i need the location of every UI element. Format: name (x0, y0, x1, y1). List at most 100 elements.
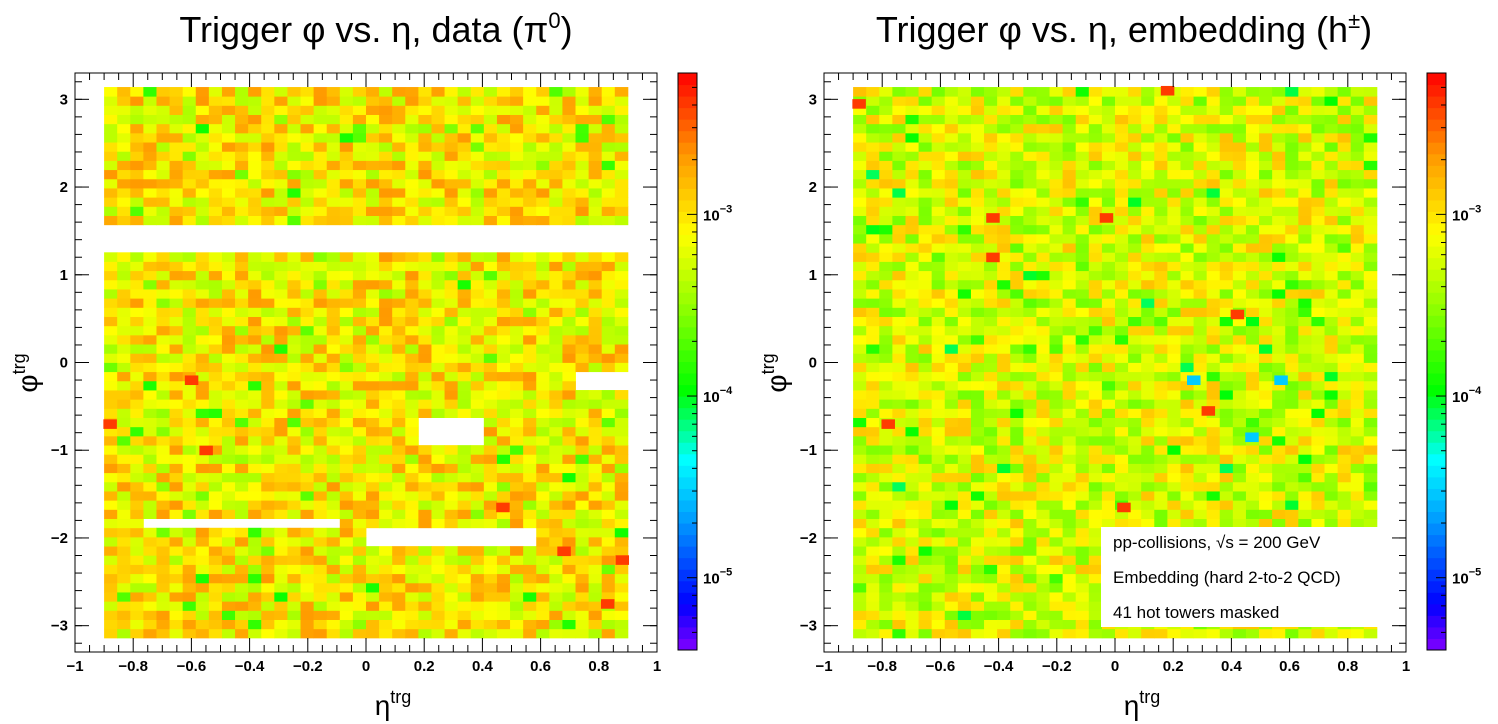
heatmap-cell (339, 344, 354, 354)
heatmap-cell (483, 261, 498, 272)
heatmap-cell (614, 344, 629, 354)
heatmap-cell (997, 380, 1011, 391)
heatmap-cell (208, 463, 223, 474)
heatmap-cell (588, 279, 603, 290)
heatmap-cell (392, 582, 406, 593)
heatmap-cell (1010, 279, 1024, 290)
heatmap-cell (117, 380, 131, 391)
heatmap-cell (313, 509, 328, 519)
heatmap-cell (143, 270, 157, 281)
heatmap-cell (879, 628, 893, 639)
heatmap-cell (1245, 188, 1260, 198)
heatmap-cell (1285, 371, 1299, 382)
heatmap-cell (208, 527, 223, 538)
heatmap-cell (366, 344, 380, 354)
heatmap-cell (300, 261, 315, 272)
heatmap-cell (274, 160, 288, 171)
heatmap-cell (496, 270, 511, 281)
heatmap-cell (1193, 197, 1208, 207)
heatmap-cell (879, 197, 893, 207)
heatmap-cell (1023, 509, 1037, 519)
heatmap-cell (944, 178, 959, 189)
heatmap-cell (1010, 243, 1024, 253)
heatmap-cell (457, 601, 472, 611)
heatmap-cell (405, 178, 419, 189)
heatmap-cell (1167, 261, 1181, 272)
heatmap-cell (536, 500, 550, 510)
heatmap-cell (1036, 197, 1050, 207)
heatmap-cell (496, 114, 511, 125)
heatmap-cell (1206, 500, 1221, 510)
heatmap-cell (287, 362, 301, 373)
heatmap-cell (352, 390, 367, 400)
heatmap-cell (300, 481, 315, 492)
heatmap-cell (997, 114, 1011, 125)
heatmap-cell (1154, 178, 1168, 189)
heatmap-cell (156, 132, 170, 143)
heatmap-cell (1154, 399, 1168, 409)
color-bar-band (678, 246, 697, 259)
heatmap-cell (1272, 417, 1286, 428)
heatmap-cell (1324, 334, 1339, 345)
y-tick-label: −3 (51, 618, 68, 635)
heatmap-cell (1232, 87, 1247, 97)
heatmap-cell (182, 160, 197, 171)
heatmap-cell (379, 334, 393, 345)
heatmap-cell (1193, 114, 1208, 125)
heatmap-cell (261, 353, 275, 363)
heatmap-cell (523, 123, 537, 134)
heatmap-cell (1193, 509, 1208, 519)
heatmap-cell (195, 96, 210, 106)
heatmap-cell (261, 435, 275, 446)
heatmap-cell (444, 151, 459, 161)
heatmap-cell (156, 555, 170, 565)
heatmap-cell (221, 289, 236, 299)
heatmap-cell (104, 536, 118, 547)
heatmap-cell (1062, 188, 1077, 198)
heatmap-cell (1167, 390, 1181, 400)
heatmap-cell (997, 518, 1011, 529)
heatmap-cell (1023, 316, 1037, 327)
heatmap-cell (431, 399, 445, 409)
heatmap-cell (339, 261, 354, 272)
heatmap-cell (892, 105, 906, 115)
heatmap-cell (905, 408, 919, 418)
heatmap-cell (1350, 472, 1365, 483)
heatmap-cell (470, 601, 485, 611)
heatmap-cell (918, 243, 933, 253)
heatmap-cell (892, 463, 906, 474)
heatmap-cell (562, 518, 576, 529)
heatmap-cell (261, 371, 275, 382)
heatmap-cell (575, 481, 590, 492)
heatmap-cell (1128, 178, 1142, 189)
color-bar-band (678, 96, 697, 109)
heatmap-cell (104, 142, 118, 152)
heatmap-cell (1219, 215, 1234, 226)
heatmap-cell (1311, 215, 1325, 226)
heatmap-cell (1128, 270, 1142, 281)
heatmap-cell (405, 445, 419, 455)
heatmap-cell (1272, 298, 1286, 308)
heatmap-cell (182, 445, 197, 455)
heatmap-cell (1350, 279, 1365, 290)
heatmap-cell (392, 546, 406, 556)
heatmap-cell (169, 362, 184, 373)
heatmap-cell (366, 132, 380, 143)
heatmap-cell (117, 592, 131, 602)
heatmap-cell (931, 325, 946, 336)
heatmap-hot-cell (1274, 375, 1288, 386)
heatmap-cell (614, 132, 629, 143)
heatmap-cell (104, 500, 118, 510)
heatmap-cell (169, 353, 184, 363)
heatmap-cell (536, 362, 550, 373)
heatmap-cell (601, 132, 616, 143)
heatmap-cell (853, 445, 867, 455)
heatmap-cell (997, 224, 1011, 235)
heatmap-cell (614, 279, 629, 290)
heatmap-cell (1259, 289, 1273, 299)
heatmap-cell (1245, 316, 1260, 327)
heatmap-cell (1167, 105, 1181, 115)
heatmap-cell (1141, 408, 1155, 418)
color-bar-band (678, 592, 697, 605)
heatmap-cell (1075, 491, 1090, 501)
